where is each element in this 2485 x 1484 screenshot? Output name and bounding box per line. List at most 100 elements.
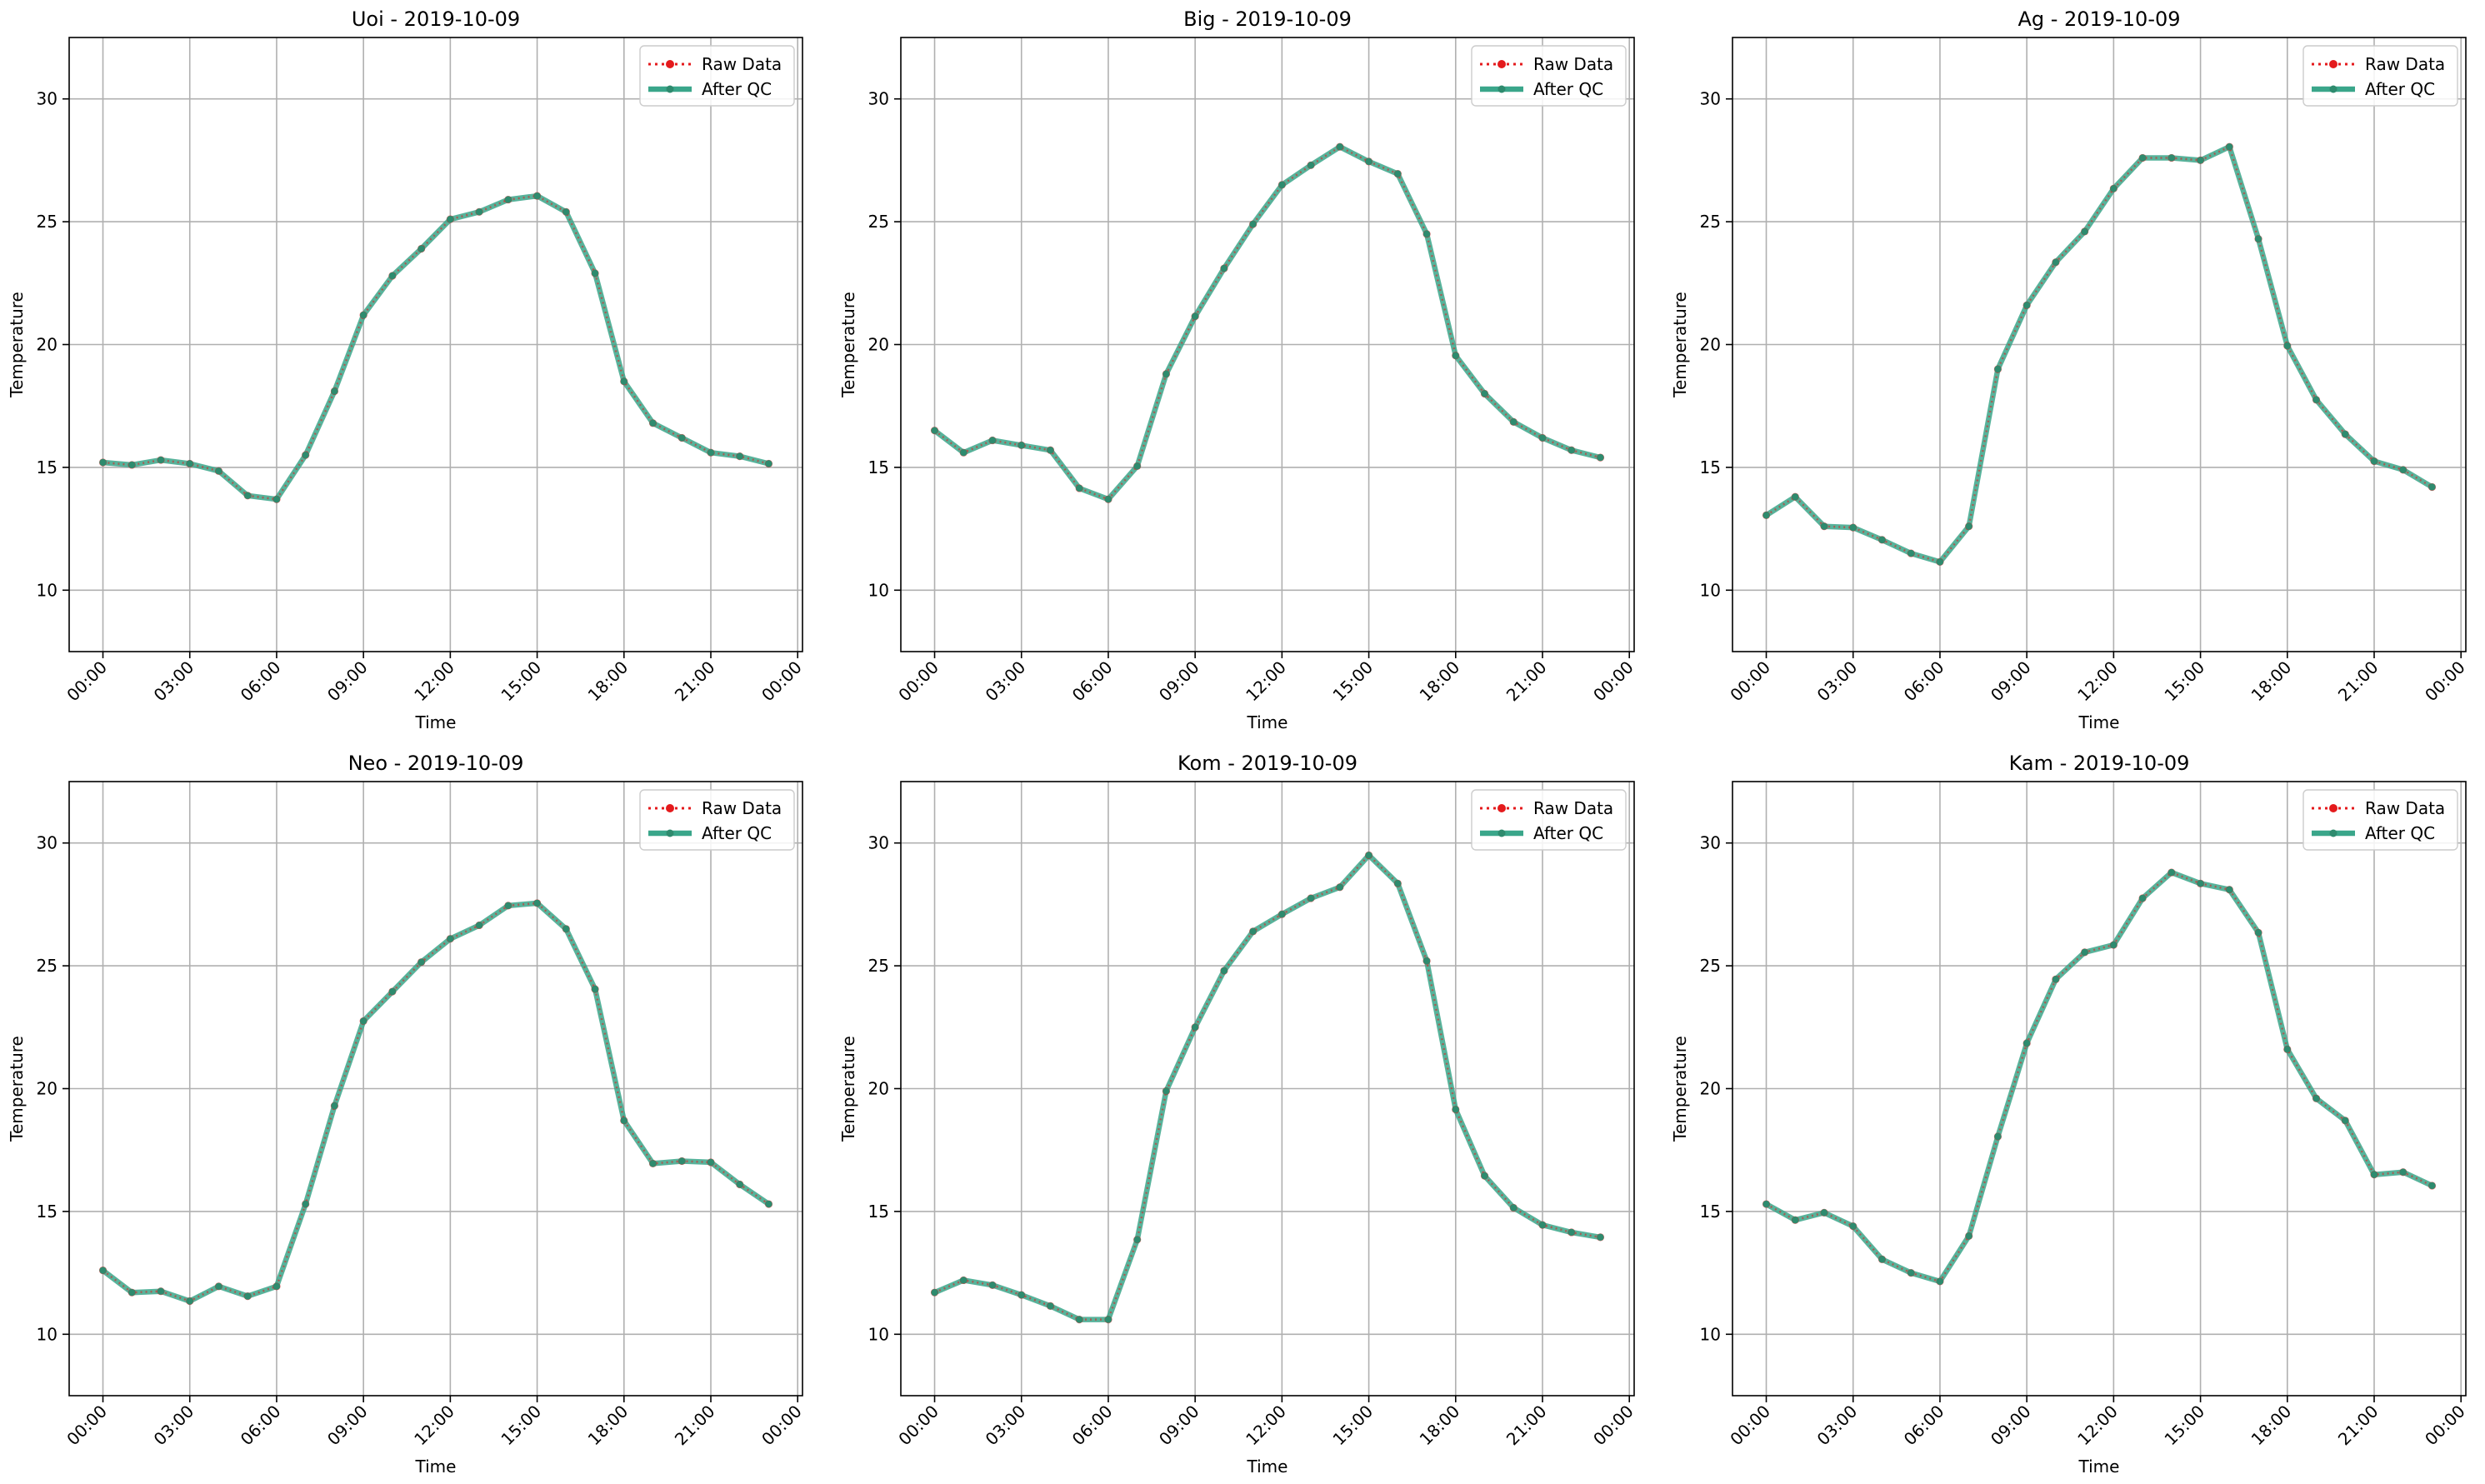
qc-point xyxy=(1249,927,1257,936)
y-axis-label: Temperature xyxy=(838,1036,858,1142)
y-tick-label: 20 xyxy=(37,1079,58,1099)
subplot-6: 10 15 20 25 30 00:00 03:00 06:00 09:00 12:00 15:00… xyxy=(1670,752,2469,1477)
qc-point xyxy=(533,899,541,907)
subplot-4: 10 15 20 25 30 00:00 03:00 06:00 09:00 12:00 15:00… xyxy=(7,752,806,1477)
x-tick-label: 00:00 xyxy=(62,657,111,706)
qc-point xyxy=(244,1292,252,1300)
qc-point xyxy=(2022,302,2031,309)
subplot-title: Big - 2019-10-09 xyxy=(1183,7,1352,31)
subplot-title: Neo - 2019-10-09 xyxy=(348,752,524,775)
qc-point xyxy=(1076,484,1083,492)
qc-point xyxy=(1394,880,1402,887)
qc-point xyxy=(215,467,222,475)
qc-point xyxy=(1047,447,1054,454)
x-tick-label: 15:00 xyxy=(1328,657,1377,706)
qc-point xyxy=(678,1157,686,1165)
qc-point xyxy=(302,1200,309,1208)
qc-point xyxy=(1307,894,1315,902)
qc-point xyxy=(2110,185,2118,192)
y-tick-label: 15 xyxy=(868,457,889,477)
qc-point xyxy=(475,922,483,929)
qc-point xyxy=(1820,1209,1828,1217)
qc-point xyxy=(678,434,686,442)
x-tick-label: 03:00 xyxy=(1813,1402,1862,1450)
y-tick-label: 30 xyxy=(37,833,58,853)
x-tick-label: 21:00 xyxy=(1502,657,1551,706)
x-tick-label: 15:00 xyxy=(2160,657,2208,706)
series-raw-line xyxy=(102,902,770,1302)
qc-point xyxy=(1104,1316,1112,1323)
y-tick-label: 15 xyxy=(868,1202,889,1222)
y-tick-label: 15 xyxy=(1700,457,1721,477)
y-tick-label: 20 xyxy=(1700,335,1721,355)
y-tick-label: 15 xyxy=(1700,1202,1721,1222)
qc-point xyxy=(1018,1291,1025,1299)
qc-point xyxy=(1336,142,1344,151)
qc-point xyxy=(1162,370,1170,378)
qc-point xyxy=(2283,342,2291,350)
qc-point xyxy=(2022,1039,2031,1047)
legend-qc-label: After QC xyxy=(2365,79,2435,99)
x-tick-label: 12:00 xyxy=(2073,657,2122,706)
qc-point xyxy=(1965,1232,1972,1240)
qc-point xyxy=(215,1282,222,1291)
qc-point xyxy=(1076,1316,1083,1323)
qc-point xyxy=(475,208,483,216)
qc-point xyxy=(1762,512,1770,519)
qc-point xyxy=(988,437,997,444)
qc-point xyxy=(2428,483,2436,491)
legend-qc-marker xyxy=(1498,85,1506,93)
x-tick-label: 21:00 xyxy=(2334,657,2382,706)
x-tick-label: 12:00 xyxy=(2073,1402,2122,1450)
y-tick-label: 10 xyxy=(1700,1324,1721,1344)
x-tick-label: 21:00 xyxy=(1502,1402,1551,1450)
y-tick-label: 30 xyxy=(1700,89,1721,109)
x-tick-label: 21:00 xyxy=(671,1402,719,1450)
legend: Raw Data After QC xyxy=(2302,45,2458,107)
qc-point xyxy=(1538,434,1547,442)
y-tick-label: 15 xyxy=(37,457,58,477)
legend-qc-label: After QC xyxy=(2365,823,2435,843)
qc-point xyxy=(157,1287,165,1295)
x-tick-label: 15:00 xyxy=(497,1402,545,1450)
qc-point xyxy=(1510,1204,1518,1212)
x-tick-label: 15:00 xyxy=(497,657,545,706)
x-tick-label: 18:00 xyxy=(584,657,632,706)
qc-point xyxy=(1936,1277,1944,1286)
x-tick-label: 06:00 xyxy=(237,657,285,706)
qc-point xyxy=(1878,1256,1886,1263)
qc-point xyxy=(2342,430,2349,438)
qc-point xyxy=(1908,1269,1915,1277)
qc-point xyxy=(1597,453,1604,462)
x-axis-label: Time xyxy=(2078,712,2120,732)
qc-point xyxy=(1162,1087,1170,1095)
qc-point xyxy=(620,377,628,385)
y-axis-label: Temperature xyxy=(838,292,858,398)
qc-point xyxy=(186,460,193,467)
qc-point xyxy=(1191,312,1199,320)
qc-point xyxy=(2052,258,2060,266)
legend-qc-marker xyxy=(666,829,674,837)
qc-point xyxy=(2254,235,2262,242)
x-tick-label: 09:00 xyxy=(1155,657,1203,706)
qc-point xyxy=(186,1297,193,1305)
x-axis-label: Time xyxy=(1247,712,1288,732)
legend-raw-label: Raw Data xyxy=(2365,798,2445,818)
qc-point xyxy=(1365,852,1372,859)
x-tick-label: 09:00 xyxy=(323,1402,372,1450)
qc-point xyxy=(1220,264,1228,272)
qc-point xyxy=(1422,230,1431,238)
y-tick-label: 25 xyxy=(1700,212,1721,232)
qc-point xyxy=(1597,1233,1604,1242)
series-raw-line xyxy=(1765,871,2433,1283)
qc-point xyxy=(2138,154,2147,162)
qc-point xyxy=(504,902,512,910)
subplot-2: 10 15 20 25 30 00:00 03:00 06:00 09:00 12:00 15:00… xyxy=(838,7,1638,732)
x-tick-label: 18:00 xyxy=(584,1402,632,1450)
qc-point xyxy=(562,208,570,216)
x-tick-label: 03:00 xyxy=(150,657,198,706)
qc-point xyxy=(1762,1200,1770,1208)
qc-point xyxy=(388,272,397,280)
y-tick-label: 30 xyxy=(37,89,58,109)
